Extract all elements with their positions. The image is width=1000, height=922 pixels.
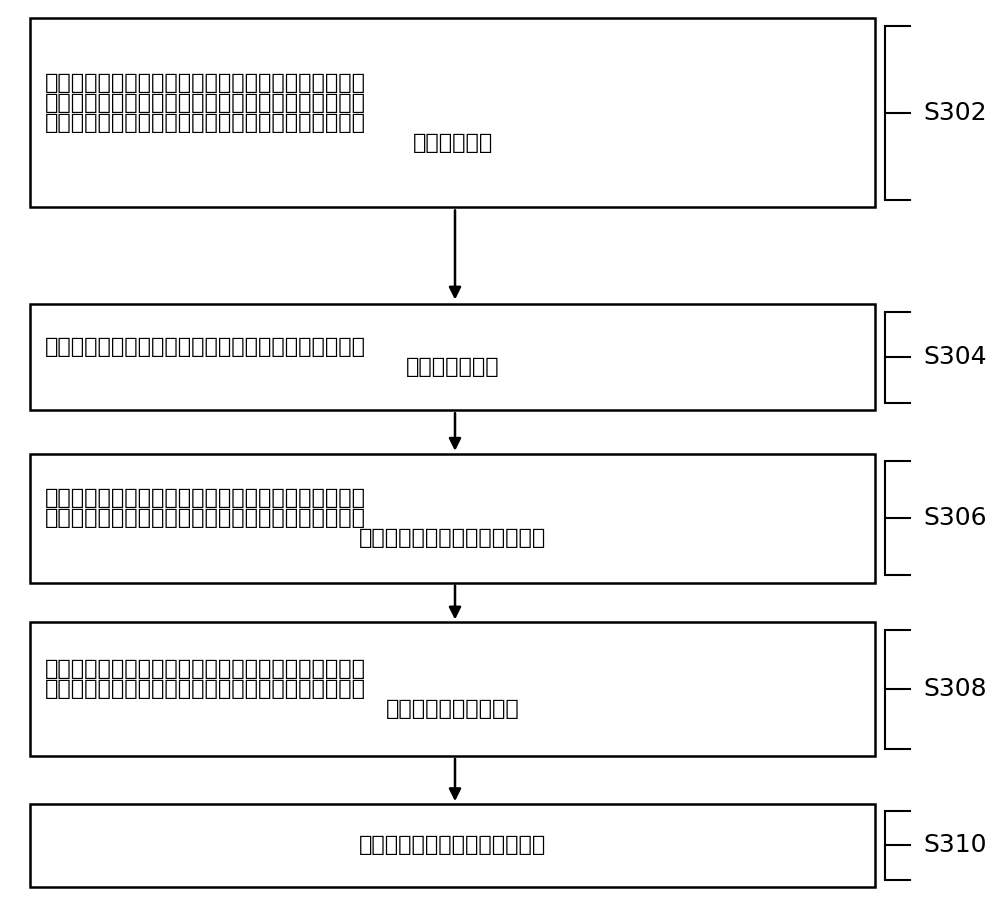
Text: 表测量目标电阻的电阻值，及基于待校准电压档位校准: 表测量目标电阻的电阻值，及基于待校准电压档位校准 [45,113,366,133]
Bar [30,304,875,410]
Bar [30,804,875,887]
Text: 基于电流测量单元、校准好的电压测量单元和电阻值，: 基于电流测量单元、校准好的电压测量单元和电阻值， [45,488,366,508]
Text: S310: S310 [923,833,987,857]
Text: S306: S306 [923,506,987,530]
Text: 根据待校准电压档位和待校准大电流档位确定负载中的: 根据待校准电压档位和待校准大电流档位确定负载中的 [45,73,366,92]
Text: 二测量电流值以及待校准大电流档位，计算待校准大电: 二测量电流值以及待校准大电流档位，计算待校准大电 [45,680,366,699]
Bar [30,622,875,756]
Text: 电压测量单元: 电压测量单元 [412,134,493,153]
Text: 流档位对应的校准系数: 流档位对应的校准系数 [386,700,519,719]
Text: 确定电压电流源输出多个校准点电流值时分别对应的第: 确定电压电流源输出多个校准点电流值时分别对应的第 [45,508,366,528]
Text: S308: S308 [923,677,987,702]
Text: 目标电阻，控制电压电流源连接目标电阻，并控制万用: 目标电阻，控制电压电流源连接目标电阻，并控制万用 [45,93,366,112]
Text: 根据多个校准点电流值分别对应的第一实际电流值和第: 根据多个校准点电流值分别对应的第一实际电流值和第 [45,659,366,679]
Text: S304: S304 [923,345,987,370]
Bar [30,454,875,583]
Bar [30,18,875,207]
Text: 一实际电流值和第一测量电流值: 一实际电流值和第一测量电流值 [359,528,546,549]
Text: S302: S302 [923,100,987,125]
Text: 将校准系数存储于电压电流源中: 将校准系数存储于电压电流源中 [359,835,546,856]
Text: 个校准点电流值: 个校准点电流值 [406,358,499,377]
Text: 将电压电流源切换至待校准大电流档位；档位对应有多: 将电压电流源切换至待校准大电流档位；档位对应有多 [45,337,366,357]
